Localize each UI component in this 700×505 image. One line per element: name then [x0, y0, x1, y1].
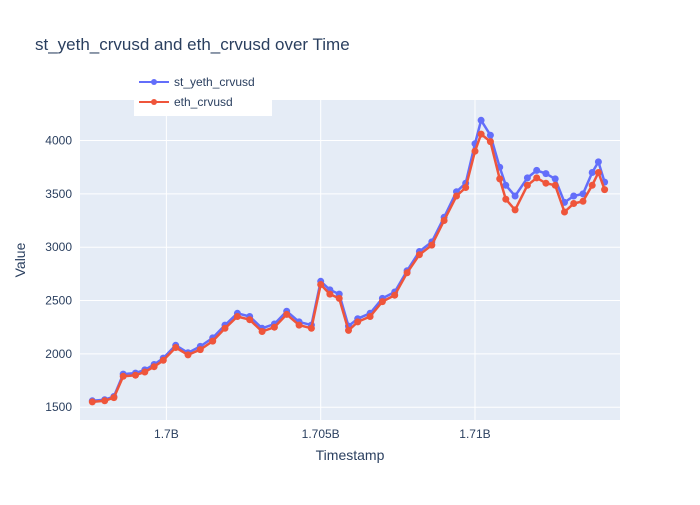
data-point-eth-crvusd[interactable] [453, 192, 460, 200]
data-point-eth-crvusd[interactable] [150, 363, 158, 371]
series-eth-crvusd [88, 130, 609, 406]
data-point-eth-crvusd[interactable] [570, 200, 578, 207]
data-point-eth-crvusd[interactable] [496, 175, 504, 183]
data-point-eth-crvusd[interactable] [378, 298, 386, 306]
data-point-eth-crvusd[interactable] [110, 394, 118, 402]
x-tick-label-1-71b: 1.71B [459, 427, 490, 441]
x-axis-label: Timestamp [316, 447, 385, 463]
y-axis-label: Value [12, 242, 28, 277]
y-tick-label-4000: 4000 [45, 134, 72, 148]
data-point-eth-crvusd[interactable] [415, 251, 423, 259]
data-point-eth-crvusd[interactable] [295, 321, 303, 329]
data-point-eth-crvusd[interactable] [511, 206, 519, 214]
legend-label-eth-crvusd: eth_crvusd [174, 95, 233, 109]
data-point-eth-crvusd[interactable] [440, 217, 448, 224]
data-point-eth-crvusd[interactable] [428, 241, 436, 249]
data-point-eth-crvusd[interactable] [462, 184, 470, 191]
data-point-eth-crvusd[interactable] [209, 337, 217, 345]
data-point-eth-crvusd[interactable] [533, 174, 541, 182]
data-point-eth-crvusd[interactable] [477, 130, 485, 138]
data-point-eth-crvusd[interactable] [601, 186, 609, 194]
data-point-st-yeth-crvusd[interactable] [570, 192, 578, 200]
data-point-eth-crvusd[interactable] [283, 310, 291, 318]
data-point-st-yeth-crvusd[interactable] [551, 175, 559, 183]
x-tick-label-1-705b: 1.705B [302, 427, 340, 441]
data-point-eth-crvusd[interactable] [307, 324, 315, 332]
legend-label-st-yeth-crvusd: st_yeth_crvusd [174, 75, 255, 89]
data-point-eth-crvusd[interactable] [523, 181, 531, 189]
legend-item-st-yeth-crvusd[interactable]: st_yeth_crvusd [139, 75, 255, 89]
tick-labels: 1500 2000 2500 3000 3500 4000 1.7B 1.705B 1.71B [45, 134, 490, 441]
data-point-eth-crvusd[interactable] [366, 313, 374, 320]
series-layer [88, 116, 609, 406]
data-point-eth-crvusd[interactable] [258, 328, 266, 335]
y-tick-label-3000: 3000 [45, 240, 72, 254]
y-tick-label-3500: 3500 [45, 187, 72, 201]
data-point-eth-crvusd[interactable] [132, 371, 139, 379]
data-point-st-yeth-crvusd[interactable] [594, 158, 602, 166]
data-point-eth-crvusd[interactable] [335, 294, 343, 302]
chart-title: st_yeth_crvusd and eth_crvusd over Time [35, 35, 350, 54]
data-point-eth-crvusd[interactable] [141, 368, 149, 376]
data-point-eth-crvusd[interactable] [579, 197, 587, 205]
data-point-st-yeth-crvusd[interactable] [477, 116, 485, 124]
data-point-st-yeth-crvusd[interactable] [579, 190, 587, 198]
legend-box [134, 73, 272, 116]
data-point-eth-crvusd[interactable] [588, 181, 596, 189]
legend[interactable]: st_yeth_crvusd eth_crvusd [134, 73, 272, 116]
data-point-eth-crvusd[interactable] [471, 147, 479, 155]
data-point-eth-crvusd[interactable] [542, 179, 550, 187]
data-point-eth-crvusd[interactable] [88, 398, 96, 406]
x-tick-label-1-7b: 1.7B [154, 427, 179, 441]
data-point-eth-crvusd[interactable] [233, 313, 241, 320]
data-point-eth-crvusd[interactable] [221, 324, 229, 332]
data-point-st-yeth-crvusd[interactable] [542, 170, 550, 178]
y-tick-label-1500: 1500 [45, 400, 72, 414]
data-point-eth-crvusd[interactable] [317, 281, 325, 288]
data-point-st-yeth-crvusd[interactable] [523, 174, 531, 182]
data-point-eth-crvusd[interactable] [486, 138, 494, 146]
data-point-st-yeth-crvusd[interactable] [486, 131, 494, 139]
data-point-eth-crvusd[interactable] [561, 208, 568, 216]
data-point-st-yeth-crvusd[interactable] [511, 192, 519, 200]
data-point-eth-crvusd[interactable] [502, 195, 510, 203]
legend-item-eth-crvusd[interactable]: eth_crvusd [139, 95, 233, 109]
data-point-eth-crvusd[interactable] [391, 291, 399, 299]
data-point-eth-crvusd[interactable] [159, 356, 167, 364]
y-tick-label-2000: 2000 [45, 347, 72, 361]
data-point-st-yeth-crvusd[interactable] [533, 166, 541, 174]
data-point-eth-crvusd[interactable] [551, 181, 559, 189]
data-point-eth-crvusd[interactable] [270, 323, 278, 331]
data-point-eth-crvusd[interactable] [119, 372, 127, 380]
data-point-eth-crvusd[interactable] [594, 169, 602, 176]
legend-marker-eth-crvusd [151, 99, 157, 105]
data-point-st-yeth-crvusd[interactable] [502, 181, 510, 189]
data-point-eth-crvusd[interactable] [326, 290, 334, 298]
data-point-eth-crvusd[interactable] [403, 269, 411, 277]
data-point-eth-crvusd[interactable] [196, 346, 204, 354]
data-point-eth-crvusd[interactable] [354, 318, 362, 326]
y-tick-label-2500: 2500 [45, 294, 72, 308]
data-point-eth-crvusd[interactable] [184, 351, 192, 359]
data-point-eth-crvusd[interactable] [246, 316, 254, 324]
data-point-eth-crvusd[interactable] [172, 344, 180, 351]
data-point-eth-crvusd[interactable] [345, 326, 352, 334]
data-point-eth-crvusd[interactable] [101, 397, 109, 405]
legend-marker-st-yeth-crvusd [151, 79, 157, 85]
plot-area [80, 100, 620, 420]
data-point-st-yeth-crvusd[interactable] [588, 169, 596, 176]
